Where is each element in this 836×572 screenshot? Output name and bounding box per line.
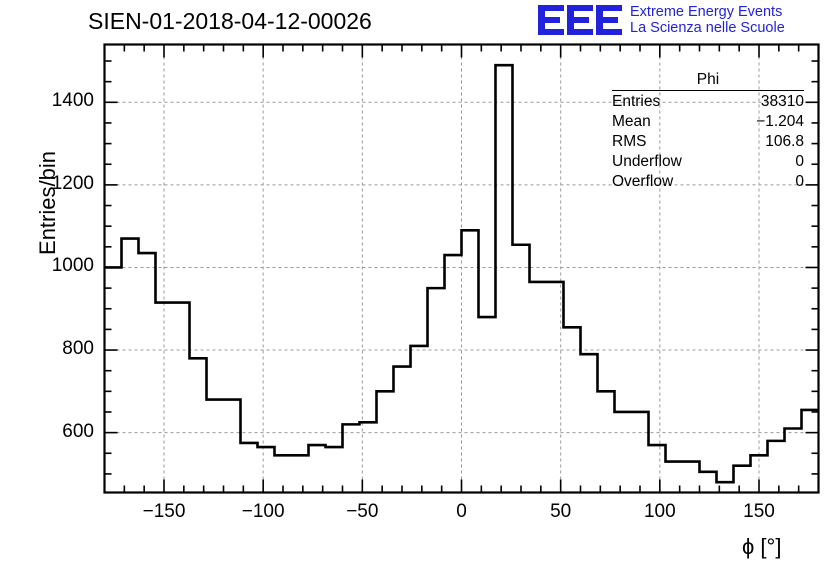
y-tick-label: 800: [62, 338, 94, 360]
x-tick-label: −100: [241, 500, 285, 522]
stats-value: 0: [795, 173, 804, 190]
x-tick-label: −50: [346, 500, 379, 522]
y-tick-label: 1400: [51, 90, 94, 112]
histogram-outline: [104, 63, 819, 484]
x-tick-label: −150: [142, 500, 186, 522]
x-tick-label: 50: [550, 500, 572, 522]
stats-label: Overflow: [612, 173, 674, 190]
stats-value: 0: [795, 153, 804, 170]
stats-row: Overflow 0: [612, 171, 804, 191]
stats-label: Underflow: [612, 153, 682, 170]
eee-logo-line2: La Scienza nelle Scuole: [630, 20, 785, 36]
y-tick-label: 1000: [51, 255, 94, 277]
x-tick-label: 100: [643, 500, 676, 522]
plot-frame: [103, 43, 820, 494]
eee-logo: Extreme Energy Events La Scienza nelle S…: [538, 4, 785, 36]
x-tick-label: 150: [743, 500, 775, 522]
stats-value: 38310: [760, 93, 804, 110]
stats-row: Underflow 0: [612, 151, 804, 171]
eee-logo-icon: [538, 5, 622, 35]
page-title: SIEN-01-2018-04-12-00026: [88, 8, 372, 34]
y-tick-label: 600: [62, 420, 94, 442]
stats-value: −1.204: [756, 113, 804, 130]
stats-label: Mean: [612, 113, 651, 130]
stats-row: Mean −1.204: [612, 111, 804, 131]
stats-box: Phi Entries 38310 Mean −1.204 RMS 106.8 Underf…: [612, 70, 804, 191]
stats-rows: Entries 38310 Mean −1.204 RMS 106.8 Underflow 0…: [612, 91, 804, 191]
stats-title: Phi: [612, 70, 804, 91]
stats-row: Entries 38310: [612, 91, 804, 111]
axis-ticks: [103, 44, 820, 493]
stats-label: RMS: [612, 133, 647, 150]
x-axis-title: ϕ [°]: [742, 534, 782, 559]
y-tick-label: 1200: [51, 172, 94, 194]
x-tick-label: 0: [456, 500, 467, 522]
stats-value: 106.8: [765, 133, 804, 150]
stats-row: RMS 106.8: [612, 131, 804, 151]
stats-label: Entries: [612, 93, 661, 110]
eee-logo-text: Extreme Energy Events La Scienza nelle S…: [630, 4, 785, 36]
eee-logo-line1: Extreme Energy Events: [630, 4, 783, 20]
grid-lines: [104, 44, 819, 493]
